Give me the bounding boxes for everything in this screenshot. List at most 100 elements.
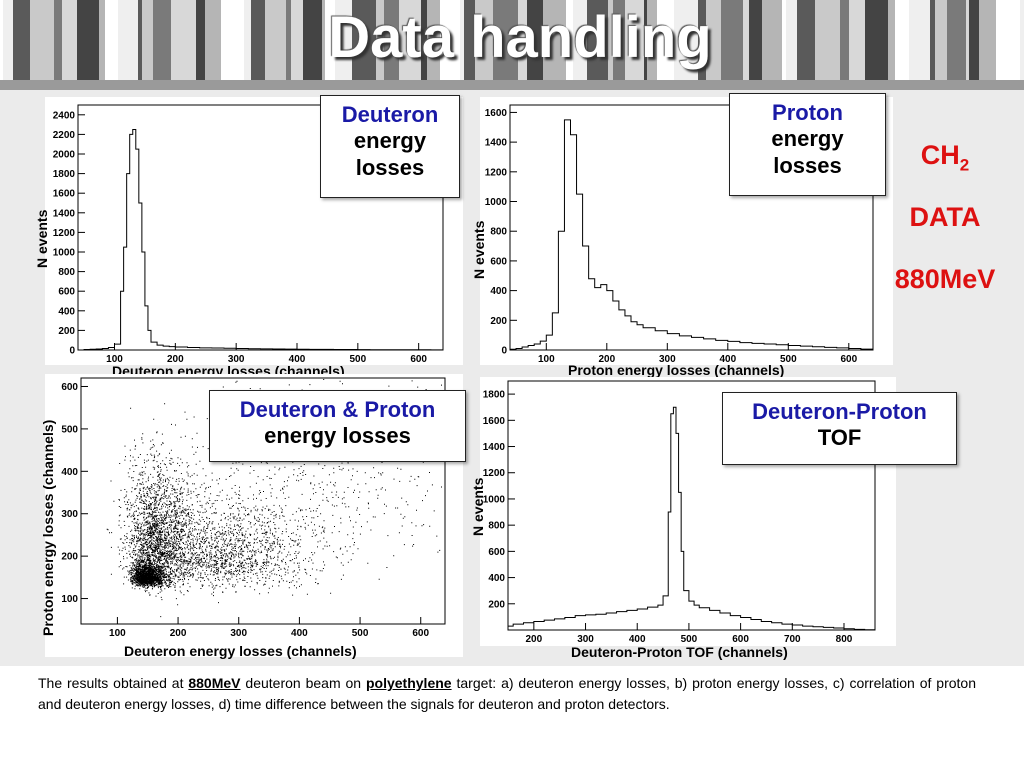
header-stripe	[475, 0, 493, 80]
header-stripe	[762, 0, 782, 80]
header-stripe	[62, 0, 77, 80]
header-stripe	[376, 0, 384, 80]
plot-a-svg: 100 200 300 400 500 600 0 200 400 600 800 1000 1200 1…	[53, 104, 444, 365]
header-stripe	[493, 0, 518, 80]
header-stripe	[0, 0, 3, 80]
plot-d-y-tick-label: 1800	[483, 390, 506, 401]
header-stripe	[749, 0, 762, 80]
header-stripe	[153, 0, 171, 80]
plot-b-x-tick-label: 600	[840, 354, 857, 365]
plot-b-y-tick-label: 400	[490, 286, 507, 297]
proton-box-line3: losses	[773, 152, 842, 178]
header-stripe	[291, 0, 303, 80]
plot-d-y-tick-label: 1000	[483, 494, 506, 505]
header-stripe	[303, 0, 322, 80]
header-stripe	[527, 0, 543, 80]
caption-text: The results obtained at 880MeV deuteron …	[38, 675, 976, 712]
correlation-box-line2: energy losses	[264, 423, 411, 449]
plot-b-frame	[509, 104, 874, 351]
header-stripe	[322, 0, 325, 80]
plot-a-x-tick-label: 300	[228, 354, 245, 365]
header-stripe	[251, 0, 265, 80]
caption-area: The results obtained at 880MeV deuteron …	[0, 666, 1024, 768]
header-stripe	[587, 0, 608, 80]
header-stripe	[171, 0, 196, 80]
plot-a-y-axis-label: N events	[34, 209, 50, 268]
header-stripe	[399, 0, 421, 80]
header-stripe	[647, 0, 657, 80]
plot-a-frame	[77, 104, 444, 351]
header-stripe	[142, 0, 153, 80]
header-stripe	[440, 0, 460, 80]
header-stripe	[743, 0, 749, 80]
header-stripe	[138, 0, 142, 80]
header-stripe	[935, 0, 947, 80]
header-stripe	[625, 0, 644, 80]
plot-a-y-tick-label: 2000	[53, 150, 76, 161]
header-stripe	[352, 0, 376, 80]
plot-b-y-tick-label: 800	[490, 227, 507, 238]
header-stripe	[706, 0, 721, 80]
plot-d-y-tick-label: 400	[488, 573, 505, 584]
plot-b-y-tick-label: 1200	[485, 167, 508, 178]
plot-a-y-tick-label: 1800	[53, 169, 76, 180]
correlation-label-box: Deuteron & Proton energy losses	[209, 390, 466, 462]
plot-b-y-tick-label: 1000	[485, 197, 508, 208]
plot-c-x-tick-label: 100	[109, 628, 126, 639]
slide-title: Data handling	[328, 5, 712, 70]
plot-a-x-tick-label: 100	[106, 354, 123, 365]
deuteron-label-box: Deuteron energy losses	[320, 95, 460, 198]
header-stripe	[518, 0, 527, 80]
header-stripe	[674, 0, 698, 80]
header-stripe	[966, 0, 969, 80]
plot-b-x-tick-label: 400	[719, 354, 736, 365]
header-stripe	[325, 0, 335, 80]
header-stripe	[30, 0, 54, 80]
header-stripe	[979, 0, 996, 80]
header-stripe	[286, 0, 291, 80]
header-stripe	[888, 0, 895, 80]
header-stripe	[196, 0, 205, 80]
plot-c-x-tick-label: 400	[291, 628, 308, 639]
header-stripe	[849, 0, 865, 80]
header-stripe	[608, 0, 613, 80]
plot-a-x-tick-label: 200	[167, 354, 184, 365]
header-stripe	[205, 0, 221, 80]
plot-c-x-tick-label: 300	[230, 628, 247, 639]
plot-d-y-axis-label: N events	[470, 477, 486, 536]
plot-c-y-tick-label: 500	[61, 424, 78, 435]
plot-d-svg: 200 300 400 500 600 700 800 200 400 600 800 1000 120…	[483, 380, 876, 645]
header-stripe	[996, 0, 1020, 80]
plot-d-x-tick-label: 300	[577, 634, 594, 645]
plot-c-x-tick-label: 200	[170, 628, 187, 639]
plot-a-y-tick-label: 1200	[53, 228, 76, 239]
tof-box-line2: TOF	[817, 425, 862, 451]
plot-b-y-tick-label: 1400	[485, 138, 508, 149]
correlation-box-line1: Deuteron & Proton	[239, 397, 436, 422]
header-stripe	[118, 0, 138, 80]
header-stripe	[721, 0, 743, 80]
plot-c-y-axis-label: Proton energy losses (channels)	[40, 419, 56, 636]
plot-a-y-tick-label: 200	[58, 326, 75, 337]
plot-d-y-tick-label: 800	[488, 521, 505, 532]
header-stripe	[840, 0, 849, 80]
plot-b-y-axis-label: N events	[471, 220, 487, 279]
header-stripe	[265, 0, 286, 80]
plot-b-y-tick-label: 1600	[485, 108, 508, 119]
plot-c-svg: 100 200 300 400 500 600 100 200 300 400 500 600	[61, 377, 446, 639]
header-stripe	[421, 0, 427, 80]
proton-label-box: Proton energy losses	[729, 93, 886, 196]
header-stripe	[105, 0, 118, 80]
plot-b-x-tick-label: 300	[659, 354, 676, 365]
plot-d-x-tick-label: 500	[681, 634, 698, 645]
plot-a-y-tick-label: 1400	[53, 208, 76, 219]
header-stripe	[698, 0, 706, 80]
plot-c-scatter-points	[106, 379, 446, 618]
header-stripe	[657, 0, 674, 80]
plot-d-y-tick-label: 200	[488, 599, 505, 610]
caption-beam-energy: 880MeV	[188, 675, 241, 691]
header-stripe	[815, 0, 840, 80]
plot-d-x-tick-label: 800	[836, 634, 853, 645]
deuteron-box-line1: Deuteron	[341, 102, 439, 127]
header-stripe	[969, 0, 979, 80]
